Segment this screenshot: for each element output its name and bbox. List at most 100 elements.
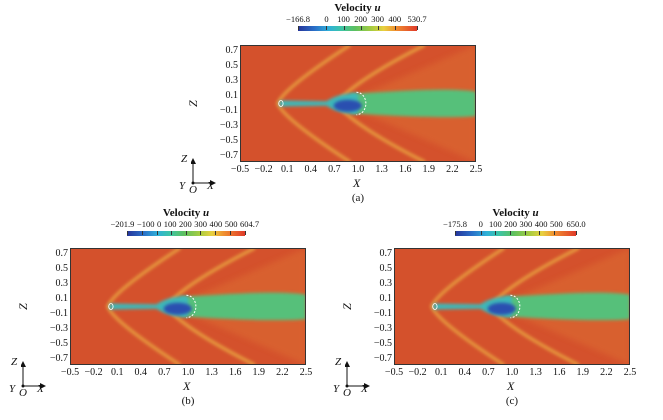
x-tick-label: −0.5 (384, 367, 404, 378)
colorbar-tick-mark (200, 231, 202, 235)
colorbar (298, 26, 417, 31)
colorbar-title-variable: u (532, 207, 539, 219)
velocity-contour-plot (394, 248, 630, 365)
bow-shock (106, 248, 181, 365)
triad-origin-label: O (19, 387, 27, 399)
x-tick-label: 0.7 (158, 367, 171, 378)
z-tick-label: 0.1 (225, 90, 239, 101)
colorbar-title: Velocity u (334, 2, 380, 14)
triad-y-label: Y (333, 383, 340, 395)
colorbar-title-text: Velocity (162, 207, 201, 219)
colorbar-tick-mark (298, 26, 299, 30)
triad-x-label: X (37, 383, 44, 395)
colorbar-tick-label: 650.0 (566, 219, 586, 229)
triad-origin-label: O (189, 184, 197, 196)
colorbar-tick-label: 530.7 (407, 14, 427, 24)
colorbar (455, 231, 576, 236)
x-tick-label: −0.2 (84, 367, 103, 378)
colorbar-tick-label: 100 (163, 219, 177, 229)
x-tick-label: −0.2 (254, 164, 273, 175)
z-tick-label: −0.7 (49, 353, 68, 364)
z-tick-label: −0.1 (49, 308, 68, 319)
z-tick-label: 0.7 (225, 45, 239, 56)
x-tick-label: −0.5 (60, 367, 80, 378)
colorbar-tick-mark (539, 231, 541, 235)
axes-triad-icon (21, 361, 46, 389)
z-tick-label: 0.5 (225, 60, 239, 71)
velocity-contour-plot (70, 248, 306, 365)
x-tick-label: 1.9 (422, 164, 436, 175)
z-tick-label: −0.3 (219, 120, 238, 131)
z-tick-label: −0.5 (49, 338, 68, 349)
nozzle-outline (186, 294, 197, 319)
x-tick-label: −0.2 (408, 367, 427, 378)
colorbar-tick-label: 300 (194, 219, 207, 229)
colorbar-tick-mark (524, 231, 526, 235)
triad-y-label: Y (9, 383, 16, 395)
colorbar-tick-label: 300 (519, 219, 533, 229)
colorbar-tick-mark (510, 231, 512, 235)
x-axis-label: X (183, 379, 191, 393)
colorbar-tick-label: 0 (156, 219, 162, 229)
x-tick-label: 2.2 (446, 164, 459, 175)
bow-shock (276, 45, 351, 162)
triad-y-label: Y (179, 180, 186, 192)
x-tick-label: 2.5 (623, 367, 637, 378)
triad-z-label: Z (335, 356, 342, 368)
colorbar-tick-mark (171, 231, 173, 235)
colorbar-tick-label: 400 (534, 219, 548, 229)
x-tick-label: 0.1 (434, 367, 448, 378)
velocity-contour-plot (240, 45, 476, 162)
low-velocity-core (487, 302, 516, 315)
colorbar-tick-label: 200 (178, 219, 192, 229)
z-tick-label: −0.5 (219, 135, 238, 146)
nozzle-outline (356, 91, 367, 116)
colorbar-tick-label: 400 (209, 219, 223, 229)
colorbar-tick-label: 200 (354, 14, 367, 24)
colorbar-tick-mark (495, 231, 497, 235)
z-tick-label: −0.5 (373, 338, 392, 349)
nozzle-outline (510, 294, 521, 319)
z-tick-label: 0.5 (55, 263, 69, 274)
colorbar-title-variable: u (374, 2, 381, 14)
panel-caption: (b) (181, 395, 195, 407)
x-tick-label: 1.6 (398, 164, 412, 175)
inlet-marker (108, 303, 114, 310)
x-tick-label: 2.2 (600, 367, 613, 378)
panel-caption: (c) (505, 395, 519, 407)
colorbar-title: Velocity u (492, 207, 538, 219)
x-tick-label: 1.6 (228, 367, 242, 378)
colorbar-tick-mark (156, 231, 158, 235)
z-tick-label: −0.1 (219, 105, 238, 116)
z-axis-label: Z (15, 302, 30, 310)
colorbar-tick-mark (185, 231, 187, 235)
low-velocity-core (333, 99, 362, 112)
z-tick-label: 0.7 (55, 248, 69, 259)
triad-x-label: X (361, 383, 368, 395)
x-tick-label: 1.0 (181, 367, 195, 378)
plot-frame (240, 45, 476, 162)
colorbar-tick-label: 100 (489, 219, 502, 229)
colorbar-tick-label: 0 (478, 219, 483, 229)
colorbar-tick-mark (480, 231, 482, 235)
colorbar-tick-mark (343, 26, 345, 30)
colorbar-tick-label: −100 (136, 219, 155, 229)
jet-plume (180, 292, 306, 321)
colorbar-tick-label: 0 (324, 14, 329, 24)
z-axis-label: Z (185, 99, 200, 107)
colorbar-title-text: Velocity (334, 2, 372, 14)
colorbar-tick-mark (455, 231, 456, 235)
colorbar-tick-mark (215, 231, 217, 235)
colorbar-tick-mark (394, 26, 396, 30)
jet-plume (350, 89, 476, 118)
colorbar-tick-mark (229, 231, 231, 235)
z-tick-label: 0.3 (379, 278, 393, 289)
x-tick-label: 1.6 (552, 367, 566, 378)
colorbar-tick-label: 300 (371, 14, 384, 24)
x-tick-label: 1.0 (505, 367, 519, 378)
axes-triad-icon (345, 361, 370, 389)
triad-x-label: X (207, 180, 214, 192)
z-tick-label: 0.7 (379, 248, 393, 259)
colorbar-tick-label: 200 (504, 219, 518, 229)
